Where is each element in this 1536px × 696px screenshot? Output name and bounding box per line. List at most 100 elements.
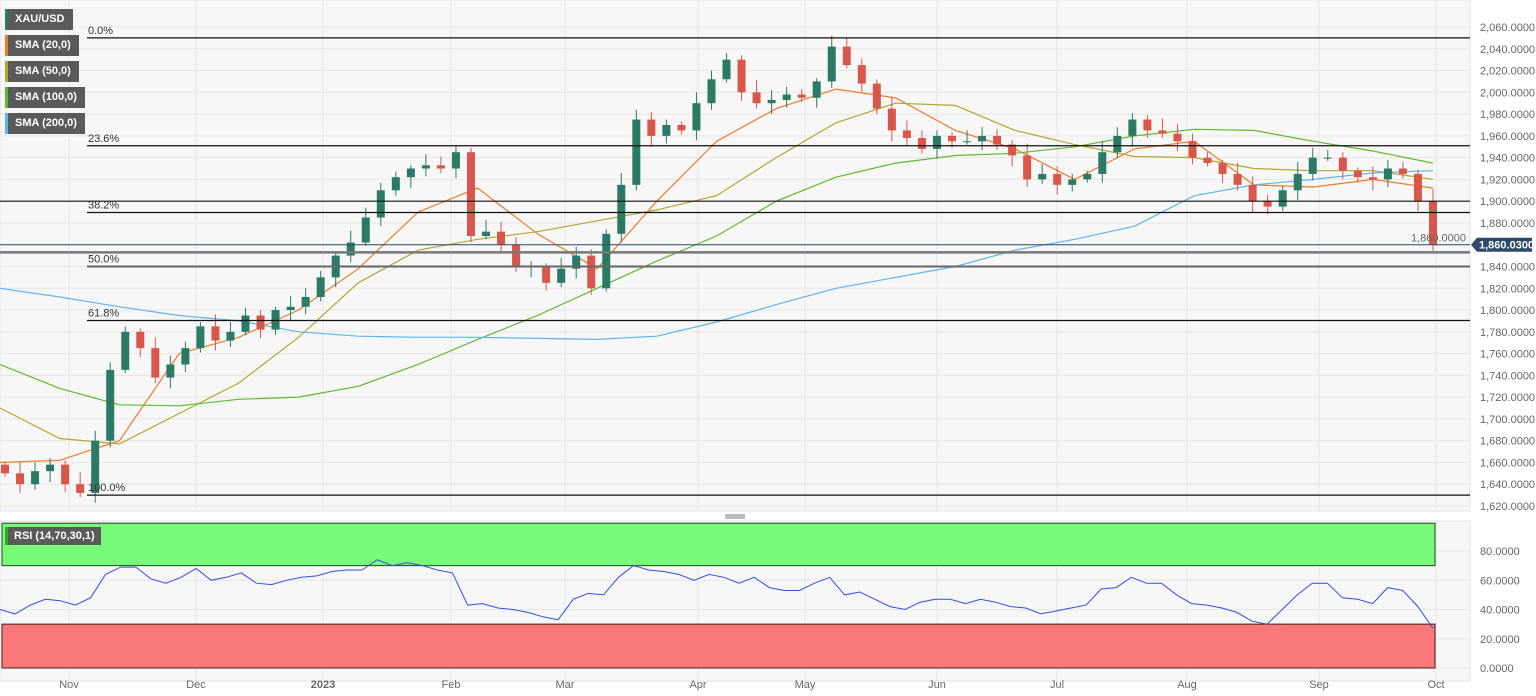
x-tick-label: Sep — [1309, 679, 1329, 691]
candle-body — [436, 165, 445, 169]
candle — [932, 130, 941, 159]
candle — [632, 109, 641, 191]
y-tick-label: 1,760.0000 — [1480, 349, 1535, 361]
y-tick-label: 1,640.0000 — [1480, 479, 1535, 491]
candle-body — [151, 348, 160, 378]
price-panel[interactable] — [0, 0, 1471, 512]
candle — [166, 355, 175, 389]
candle-body — [16, 473, 25, 485]
legend-rsi[interactable]: RSI (14,70,30,1) — [5, 527, 101, 545]
fib-label: 23.6% — [88, 133, 119, 145]
y-tick-label: 1,740.0000 — [1480, 370, 1535, 382]
candle — [993, 129, 1002, 151]
candle-body — [301, 296, 310, 307]
candle-body — [993, 135, 1002, 145]
fib-label: 61.8% — [88, 307, 119, 319]
y-tick-label: 2,060.0000 — [1480, 22, 1535, 34]
candle — [857, 58, 866, 93]
candle-body — [963, 141, 972, 143]
candle-body — [1218, 163, 1227, 174]
candle-body — [947, 135, 956, 142]
y-tick-label: 1,680.0000 — [1480, 436, 1535, 448]
candle — [376, 182, 385, 227]
candle — [46, 458, 55, 483]
horizontal-lines: 0.0% 23.6% 38.2% 50.0% 61.8% 100.0% — [0, 25, 1470, 496]
candle — [181, 341, 190, 373]
legend-sma-200[interactable]: SMA (200,0) — [5, 113, 85, 134]
candle-body — [797, 94, 806, 98]
candle — [76, 472, 85, 498]
candle-body — [557, 268, 566, 283]
candle — [1128, 113, 1137, 147]
candle — [91, 430, 100, 503]
candle-body — [226, 331, 235, 341]
candle-body — [617, 184, 626, 234]
panel-resize-handle[interactable] — [725, 514, 745, 519]
candle-body — [842, 46, 851, 66]
candle-body — [812, 81, 821, 98]
candle — [722, 53, 731, 83]
candle-body — [1233, 173, 1242, 185]
candle-body — [256, 315, 265, 330]
candle — [1293, 161, 1302, 201]
x-tick-label: Nov — [59, 679, 79, 691]
candle — [256, 310, 265, 339]
candle-body — [1248, 184, 1257, 202]
candle — [1158, 118, 1167, 139]
candle — [797, 89, 806, 103]
candle-body — [391, 177, 400, 191]
x-tick-label: 2023 — [311, 679, 335, 691]
candle-body — [271, 310, 280, 330]
candle — [316, 270, 325, 302]
candle — [1053, 166, 1062, 195]
candle — [31, 462, 40, 490]
candle-body — [1368, 177, 1377, 180]
candle-body — [932, 135, 941, 149]
candle — [1338, 152, 1347, 180]
candle-body — [196, 326, 205, 349]
candle — [121, 326, 130, 374]
candle — [767, 90, 776, 115]
candle-body — [1128, 119, 1137, 136]
candle — [421, 154, 430, 177]
x-tick-label: Jul — [1050, 679, 1064, 691]
candles — [1, 35, 1437, 503]
candle-body — [1398, 168, 1407, 174]
current-price-label: 1,860.0300 — [1479, 240, 1534, 252]
candle — [1398, 161, 1407, 179]
candle-body — [1263, 201, 1272, 207]
candle — [707, 70, 716, 110]
sma-line-20-0 — [0, 88, 1434, 464]
y-tick-label: 1,800.0000 — [1480, 305, 1535, 317]
candle-body — [632, 119, 641, 185]
candle — [542, 263, 551, 291]
y-tick-label: 2,000.0000 — [1480, 87, 1535, 99]
legend-xauusd[interactable]: XAU/USD — [5, 9, 73, 30]
candle-body — [211, 326, 220, 341]
y-tick-label: 1,880.0000 — [1480, 218, 1535, 230]
candle-body — [376, 190, 385, 218]
oversold-zone — [1, 623, 1436, 669]
candle — [1308, 147, 1317, 181]
legend-sma-100[interactable]: SMA (100,0) — [5, 87, 85, 108]
x-tick-label: Dec — [186, 679, 206, 691]
candle-body — [1413, 173, 1422, 202]
candle-body — [1158, 130, 1167, 134]
candle-body — [587, 255, 596, 289]
y-tick-label: 1,700.0000 — [1480, 414, 1535, 426]
candle-body — [136, 331, 145, 349]
candle — [917, 130, 926, 154]
y-tick-label: 1,660.0000 — [1480, 457, 1535, 469]
candle — [902, 120, 911, 146]
candle — [872, 79, 881, 115]
legend-sma-50[interactable]: SMA (50,0) — [5, 61, 79, 82]
candle — [406, 165, 415, 189]
candle-body — [1053, 173, 1062, 185]
candle-body — [1173, 133, 1182, 142]
candle-body — [61, 464, 70, 485]
candle-body — [872, 83, 881, 109]
candle — [301, 288, 310, 315]
candle — [1218, 159, 1227, 183]
legend-sma-20[interactable]: SMA (20,0) — [5, 35, 79, 56]
